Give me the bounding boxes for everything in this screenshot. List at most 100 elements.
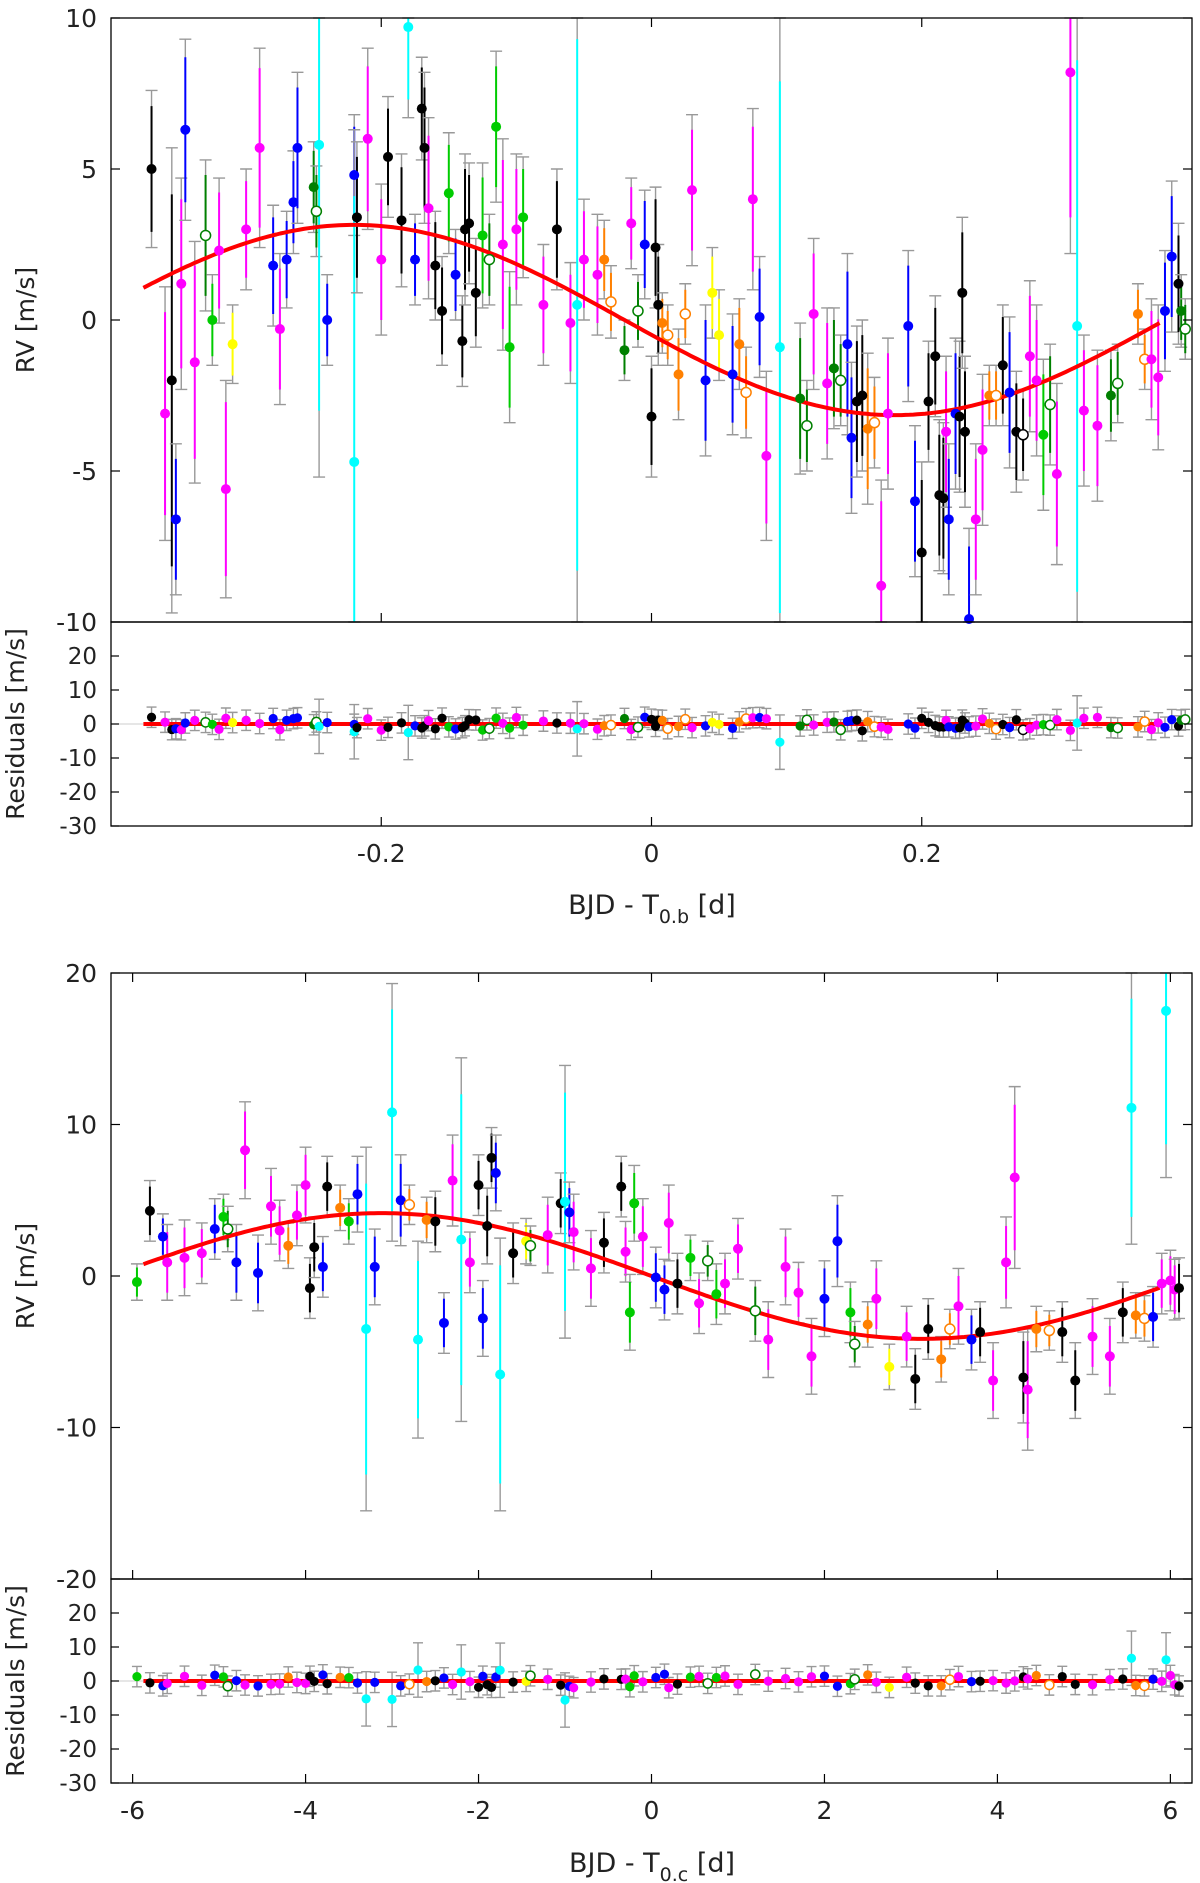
rv-point: [300, 1180, 311, 1191]
rv-point: [1153, 372, 1164, 383]
rv-point: [495, 1369, 506, 1380]
rv-point: [720, 1278, 731, 1289]
rv-point: [1044, 398, 1056, 411]
rv-point: [361, 1324, 372, 1335]
res-point: [863, 1670, 873, 1680]
rv-point: [450, 269, 461, 280]
rv-point: [592, 269, 603, 280]
rv-point: [578, 254, 589, 265]
y-tick-label: 10: [65, 1111, 97, 1140]
planet-c-res-points: [132, 1653, 1184, 1705]
rv-point: [430, 1216, 441, 1227]
rv-point: [953, 1301, 964, 1312]
res-point: [275, 1679, 285, 1689]
res-point: [484, 723, 495, 734]
rv-point: [626, 218, 637, 229]
rv-point: [862, 1319, 873, 1330]
rv-point: [504, 342, 515, 353]
res-point: [977, 714, 988, 724]
res-point: [733, 1679, 743, 1689]
planet-c-res-x-ticks: -6 -4 -2 0 2 4 6: [120, 1774, 1178, 1825]
rv-point: [882, 408, 893, 419]
planet-b-xlabel-sub: 0.b: [659, 906, 689, 928]
rv-point: [511, 224, 522, 235]
rv-point: [923, 1324, 934, 1335]
planet-c-xlabel-sub: 0.c: [660, 1864, 689, 1883]
rv-point: [240, 1145, 251, 1156]
rv-point: [975, 1327, 986, 1338]
res-point: [1126, 1653, 1137, 1663]
rv-point: [1017, 429, 1029, 441]
res-point: [775, 737, 785, 747]
rv-point: [335, 1202, 346, 1213]
rv-point: [220, 484, 231, 495]
x-tick-label: -4: [293, 1796, 318, 1825]
res-point: [572, 724, 582, 734]
rv-point: [977, 444, 988, 455]
planet-b-residual-panel: -30 -20 -10 0 10 20 -0.2 0 0.2 Residuals [m/s]: [1, 621, 1193, 868]
rv-point: [1024, 351, 1035, 362]
res-point: [953, 1671, 964, 1682]
res-point: [605, 719, 617, 731]
rv-point: [419, 142, 430, 153]
rv-point: [362, 133, 373, 144]
rv-point: [1018, 1372, 1029, 1383]
res-point: [923, 1681, 933, 1691]
res-point: [1160, 722, 1170, 732]
res-point: [498, 718, 508, 728]
planet-b-rv-x-ticks: [380, 18, 923, 622]
x-tick-label: 0: [644, 839, 660, 868]
rv-point: [1166, 251, 1177, 262]
rv-point: [291, 1210, 302, 1221]
rv-point: [349, 170, 360, 181]
res-point: [413, 1665, 423, 1675]
res-point: [370, 1677, 380, 1687]
res-point: [1087, 1680, 1098, 1690]
res-point: [1052, 714, 1062, 725]
rv-point: [616, 1181, 627, 1192]
res-point: [883, 724, 893, 734]
rv-point: [396, 215, 407, 226]
rv-point: [903, 321, 914, 332]
rv-point: [930, 351, 941, 362]
rv-point: [624, 1307, 635, 1318]
res-point: [396, 1681, 406, 1691]
rv-point: [632, 305, 644, 317]
res-point: [197, 1680, 207, 1690]
rv-point: [637, 1231, 648, 1242]
rv-point: [482, 1221, 493, 1232]
rv-point: [572, 299, 583, 310]
planet-b-xlabel-tail: [d]: [689, 890, 736, 921]
x-tick-label: 4: [989, 1796, 1005, 1825]
res-point: [700, 721, 711, 731]
res-point: [586, 1677, 596, 1687]
rv-point: [207, 315, 218, 325]
rv-point: [437, 305, 448, 316]
rv-point: [369, 1261, 380, 1272]
rv-point: [714, 330, 725, 341]
rv-point: [795, 393, 806, 404]
res-point: [221, 713, 231, 723]
rv-point: [1176, 305, 1187, 316]
res-point: [231, 1676, 241, 1686]
rv-point: [938, 493, 949, 504]
res-point: [473, 1682, 484, 1692]
rv-point: [679, 308, 692, 320]
rv-point: [1105, 390, 1116, 401]
res-point: [560, 1695, 570, 1705]
rv-point: [241, 224, 252, 235]
res-point: [990, 723, 1002, 735]
rv-point: [457, 336, 468, 347]
res-point: [984, 718, 994, 728]
rv-point: [473, 1180, 484, 1191]
y-tick-label: 20: [65, 959, 97, 988]
x-tick-label: -6: [120, 1796, 145, 1825]
res-point: [543, 1674, 553, 1684]
res-point: [662, 723, 674, 735]
res-point: [1004, 723, 1015, 733]
rv-point: [822, 378, 833, 389]
rv-point: [1009, 1172, 1020, 1183]
res-point: [439, 1673, 449, 1683]
rv-point: [131, 1277, 142, 1288]
